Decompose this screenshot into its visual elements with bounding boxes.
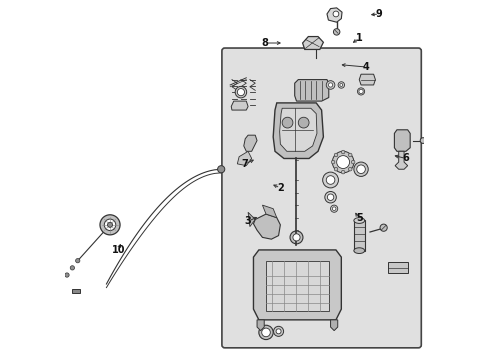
- Polygon shape: [244, 135, 257, 151]
- Bar: [72, 289, 80, 293]
- Polygon shape: [273, 103, 323, 158]
- Circle shape: [292, 234, 300, 241]
- Circle shape: [357, 88, 364, 95]
- Circle shape: [325, 176, 334, 184]
- Circle shape: [379, 224, 386, 231]
- Circle shape: [358, 89, 363, 94]
- Circle shape: [276, 329, 281, 334]
- Circle shape: [333, 167, 337, 171]
- Text: 9: 9: [375, 9, 382, 19]
- Polygon shape: [262, 205, 276, 218]
- Text: 2: 2: [276, 183, 283, 193]
- Circle shape: [356, 165, 365, 174]
- Text: 5: 5: [355, 213, 362, 223]
- Circle shape: [353, 162, 367, 176]
- Circle shape: [282, 117, 292, 128]
- Circle shape: [332, 151, 353, 173]
- Circle shape: [258, 325, 273, 339]
- Text: 1: 1: [355, 33, 362, 43]
- Text: 7: 7: [242, 159, 248, 169]
- Polygon shape: [294, 80, 328, 101]
- Text: 6: 6: [402, 153, 408, 163]
- Circle shape: [337, 82, 344, 88]
- Circle shape: [273, 326, 283, 336]
- Polygon shape: [326, 8, 341, 22]
- Circle shape: [60, 280, 63, 284]
- Circle shape: [322, 172, 338, 188]
- Circle shape: [339, 84, 342, 86]
- Ellipse shape: [353, 218, 364, 224]
- Circle shape: [235, 86, 246, 98]
- Polygon shape: [330, 320, 337, 330]
- Circle shape: [419, 138, 425, 143]
- Circle shape: [351, 160, 354, 164]
- Polygon shape: [253, 214, 280, 239]
- Circle shape: [76, 258, 80, 263]
- Polygon shape: [394, 130, 409, 151]
- Text: 8: 8: [261, 38, 267, 48]
- Text: 4: 4: [362, 62, 369, 72]
- Bar: [353, 220, 364, 251]
- Circle shape: [326, 194, 333, 201]
- Circle shape: [336, 156, 349, 168]
- Polygon shape: [279, 108, 316, 151]
- Polygon shape: [302, 37, 323, 49]
- Circle shape: [348, 167, 351, 171]
- FancyBboxPatch shape: [222, 48, 421, 348]
- Bar: [387, 262, 407, 273]
- Polygon shape: [359, 74, 375, 85]
- Circle shape: [237, 89, 244, 96]
- Circle shape: [298, 117, 308, 128]
- Circle shape: [341, 150, 344, 154]
- Text: 3: 3: [244, 216, 251, 226]
- Circle shape: [100, 215, 120, 235]
- Circle shape: [330, 160, 334, 164]
- Circle shape: [104, 219, 116, 230]
- Bar: [265, 261, 328, 311]
- Polygon shape: [231, 101, 247, 110]
- Polygon shape: [257, 320, 264, 330]
- Circle shape: [348, 153, 351, 157]
- Circle shape: [70, 266, 74, 270]
- Circle shape: [217, 166, 224, 173]
- Circle shape: [333, 153, 337, 157]
- Polygon shape: [247, 212, 255, 226]
- Circle shape: [107, 222, 112, 227]
- Polygon shape: [237, 151, 251, 166]
- Polygon shape: [253, 250, 341, 320]
- Circle shape: [328, 83, 332, 87]
- Circle shape: [65, 273, 69, 277]
- Ellipse shape: [353, 248, 364, 253]
- Circle shape: [325, 81, 334, 89]
- Circle shape: [332, 11, 338, 17]
- Circle shape: [332, 207, 335, 211]
- Circle shape: [261, 328, 270, 337]
- Circle shape: [341, 170, 344, 174]
- Circle shape: [289, 231, 303, 244]
- Circle shape: [330, 205, 337, 212]
- Circle shape: [324, 192, 336, 203]
- Circle shape: [333, 29, 339, 35]
- Polygon shape: [394, 151, 407, 169]
- Text: 10: 10: [111, 245, 125, 255]
